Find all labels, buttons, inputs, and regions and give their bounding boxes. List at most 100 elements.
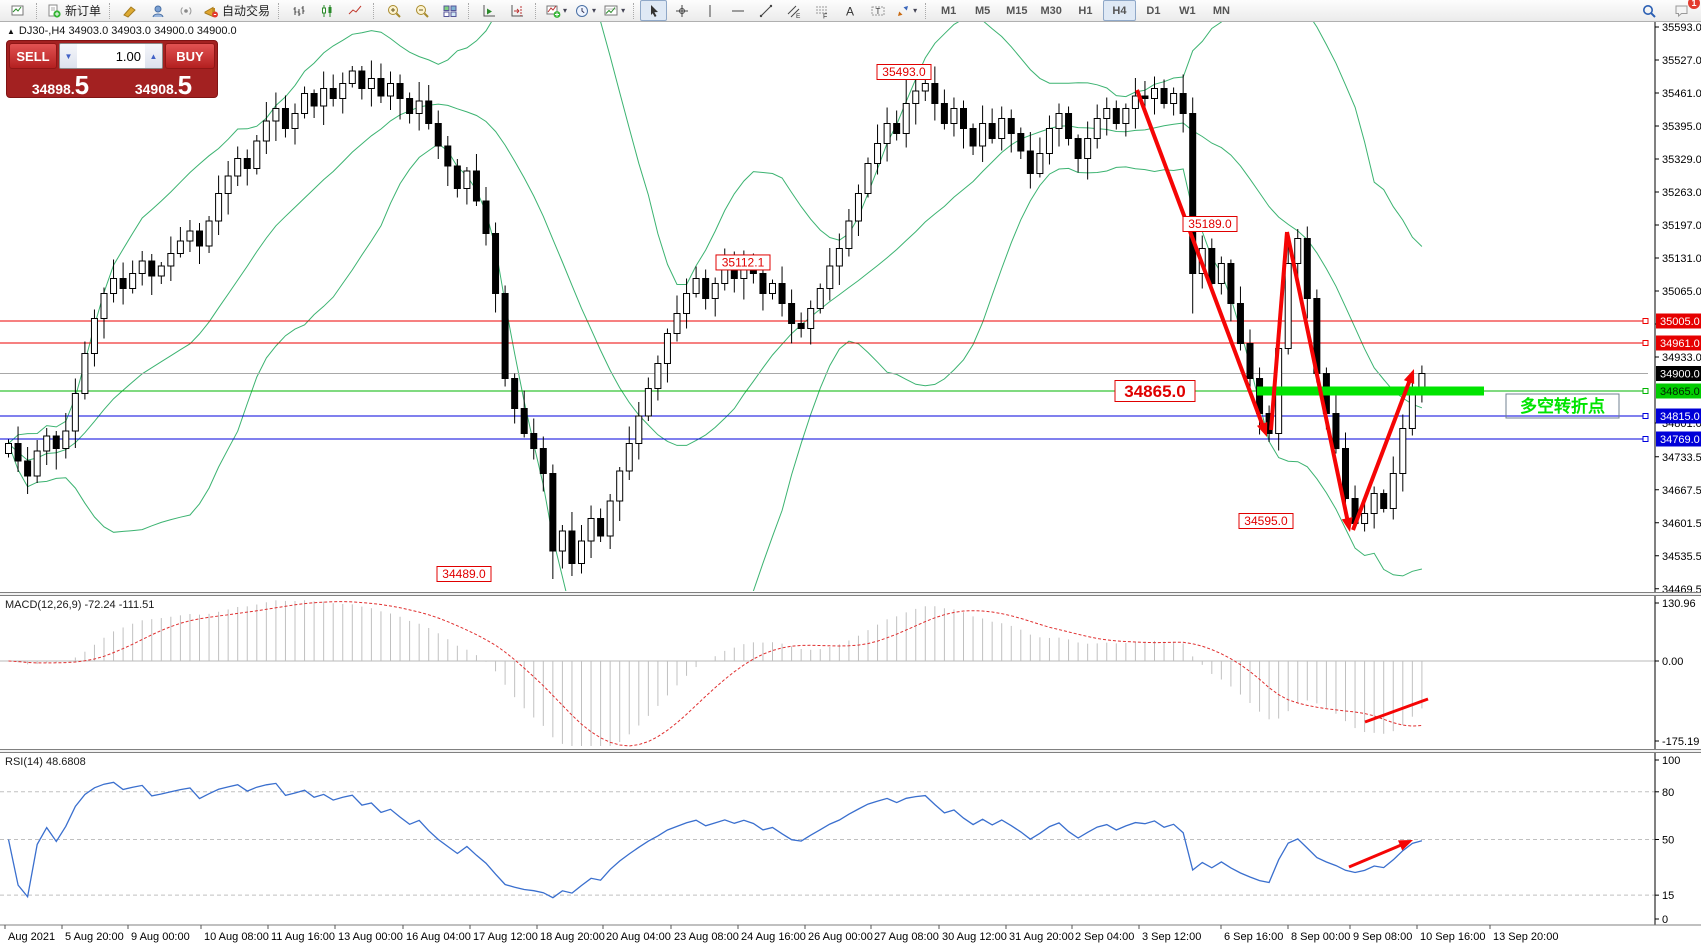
level-handle[interactable] — [1642, 340, 1649, 346]
annotation-label[interactable]: 35493.0 — [876, 64, 932, 80]
zoom-out-button[interactable] — [408, 0, 435, 21]
crosshair-icon — [675, 4, 688, 17]
trend-arrow[interactable] — [1351, 369, 1415, 531]
sell-button[interactable]: SELL — [9, 43, 57, 69]
annotation-label[interactable]: 34489.0 — [436, 566, 492, 582]
svg-text:34667.5: 34667.5 — [1662, 485, 1701, 497]
level-handle[interactable] — [1642, 318, 1649, 324]
chart-shift-button[interactable] — [503, 0, 530, 21]
crosshair-button[interactable] — [668, 0, 695, 21]
svg-text:20 Aug 04:00: 20 Aug 04:00 — [606, 931, 671, 943]
svg-text:23 Aug 08:00: 23 Aug 08:00 — [674, 931, 739, 943]
templates-dropdown-icon[interactable]: ▾ — [621, 6, 626, 15]
svg-text:26 Aug 00:00: 26 Aug 00:00 — [808, 931, 873, 943]
level-handle[interactable] — [1642, 413, 1649, 419]
svg-text:130.96: 130.96 — [1662, 598, 1696, 610]
text-button[interactable]: A — [836, 0, 863, 21]
line-chart-button[interactable] — [341, 0, 368, 21]
svg-text:35197.0: 35197.0 — [1662, 220, 1701, 232]
timeframe-m30-button[interactable]: M30 — [1040, 4, 1062, 17]
volume-input[interactable] — [77, 44, 145, 68]
svg-text:11 Aug 16:00: 11 Aug 16:00 — [271, 931, 335, 943]
timeframe-m15-button[interactable]: M15 — [1006, 4, 1028, 17]
tile-windows-button[interactable] — [436, 0, 463, 21]
equidistant-channel-button[interactable]: E — [780, 0, 807, 21]
toolbar-separator — [468, 2, 470, 19]
profile-button[interactable] — [144, 0, 171, 21]
annotation-label[interactable]: 35189.0 — [1182, 216, 1238, 232]
text-label-button[interactable]: T — [864, 0, 891, 21]
trend-arrow[interactable] — [1364, 697, 1429, 724]
vertical-line-button[interactable] — [696, 0, 723, 21]
volume-increase-icon[interactable]: ▲ — [145, 44, 162, 68]
vline-icon — [709, 4, 711, 17]
toolbar-separator — [535, 2, 537, 19]
trend-arrow[interactable] — [1348, 840, 1413, 869]
one-click-trade-panel: SELL ▼ ▲ BUY 34898.5 34908.5 — [6, 40, 218, 98]
volume-decrease-icon[interactable]: ▼ — [60, 44, 77, 68]
level-handle[interactable] — [1642, 388, 1649, 394]
toolbox-button[interactable] — [116, 0, 143, 21]
periods-dropdown-icon[interactable]: ▾ — [592, 6, 597, 15]
trade-panel-toggle-icon[interactable]: ▲ — [7, 26, 15, 36]
svg-text:2 Sep 04:00: 2 Sep 04:00 — [1075, 931, 1134, 943]
annotation-label[interactable]: 34595.0 — [1238, 513, 1294, 529]
autotrade-button[interactable]: 自动交易 — [200, 0, 273, 21]
timeframe-h1-button[interactable]: H1 — [1078, 4, 1093, 17]
annotation-label[interactable]: 34865.0 — [1114, 380, 1196, 402]
trend-arrow[interactable] — [1269, 231, 1289, 431]
bar-chart-icon — [293, 5, 305, 16]
cursor-button[interactable] — [640, 0, 668, 21]
svg-text:34769.0: 34769.0 — [1660, 434, 1700, 446]
periods-button[interactable]: ▾ — [571, 0, 599, 21]
macd-signal-line — [8, 601, 1422, 747]
signals-button[interactable] — [172, 0, 199, 21]
svg-text:35263.0: 35263.0 — [1662, 187, 1701, 199]
indicators-button[interactable]: ▾ — [542, 0, 570, 21]
new-chart-button[interactable] — [4, 0, 31, 21]
price-axis: 35593.0 35527.0 35461.0 35395.0 35329.0 35263… — [1654, 22, 1701, 926]
svg-text:35189.0: 35189.0 — [1188, 217, 1232, 231]
timeframe-d1-button[interactable]: D1 — [1146, 4, 1161, 17]
zoom-in-button[interactable] — [380, 0, 407, 21]
trend-arrow[interactable] — [1135, 89, 1268, 437]
fibonacci-button[interactable]: F — [808, 0, 835, 21]
buy-button[interactable]: BUY — [165, 43, 215, 69]
rsi-label: RSI(14) 48.6808 — [5, 756, 86, 768]
svg-text:35593.0: 35593.0 — [1662, 22, 1701, 34]
candle-chart-button[interactable] — [313, 0, 340, 21]
templates-button[interactable]: ▾ — [600, 0, 628, 21]
svg-text:35065.0: 35065.0 — [1662, 286, 1701, 298]
bar-chart-button[interactable] — [285, 0, 312, 21]
turning-point-band[interactable] — [1257, 386, 1484, 396]
horizontal-line-button[interactable] — [724, 0, 751, 21]
trendline-button[interactable] — [752, 0, 779, 21]
timeframe-w1-button[interactable]: W1 — [1179, 4, 1196, 17]
price-tag-34961.0 — [1656, 335, 1701, 351]
svg-text:0.00: 0.00 — [1662, 656, 1683, 668]
chat-button[interactable]: 1 — [1668, 0, 1700, 21]
level-handle[interactable] — [1642, 436, 1649, 442]
svg-text:35461.0: 35461.0 — [1662, 88, 1701, 100]
rsi-panel-splitter[interactable] — [0, 749, 1701, 753]
search-button[interactable] — [1635, 0, 1662, 21]
timeframe-m5-button[interactable]: M5 — [974, 4, 991, 17]
timeframe-mn-button[interactable]: MN — [1212, 4, 1230, 17]
arrows-button[interactable]: ▾ — [892, 0, 920, 21]
new-order-button[interactable]: 新订单 — [43, 0, 104, 21]
svg-text:15: 15 — [1662, 890, 1674, 902]
timeframe-m1-button[interactable]: M1 — [940, 4, 957, 17]
trend-arrow[interactable] — [1285, 231, 1353, 532]
macd-panel-splitter[interactable] — [0, 592, 1701, 596]
turning-point-label[interactable]: 多空转折点 — [1505, 393, 1620, 419]
toolbar-separator — [109, 2, 111, 19]
svg-text:6 Sep 16:00: 6 Sep 16:00 — [1224, 931, 1283, 943]
annotation-label[interactable]: 35112.1 — [715, 254, 771, 271]
toolbar-separator — [373, 2, 375, 19]
timeframe-h4-button[interactable]: H4 — [1102, 0, 1136, 21]
auto-scroll-button[interactable] — [475, 0, 502, 21]
chart-shift-icon — [511, 4, 523, 16]
arrows-dropdown-icon[interactable]: ▾ — [913, 6, 918, 15]
indicators-dropdown-icon[interactable]: ▾ — [563, 6, 568, 15]
